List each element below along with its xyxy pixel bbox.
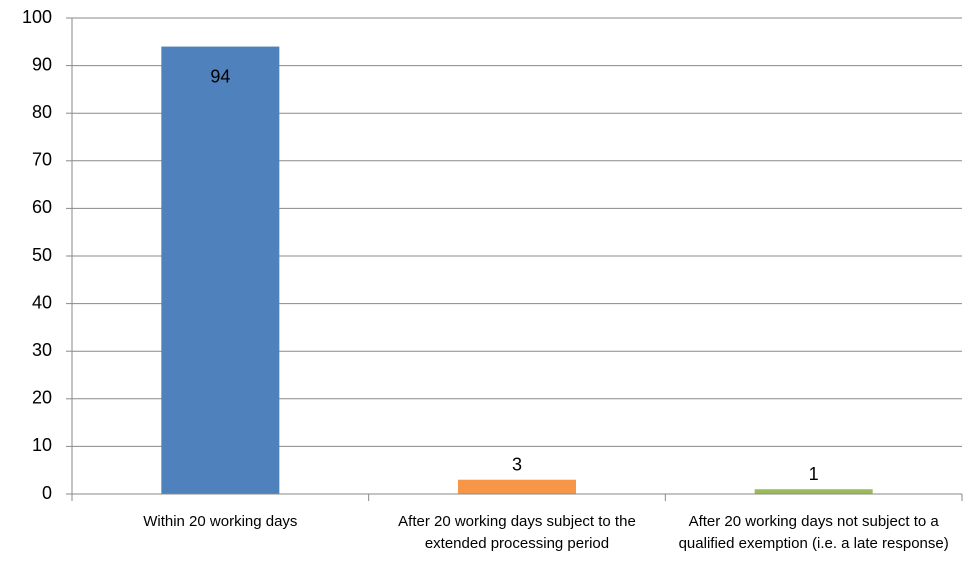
y-tick-label: 20 <box>32 388 52 408</box>
y-tick-label: 30 <box>32 340 52 360</box>
x-tick-label: After 20 working days subject to the ext… <box>398 513 636 552</box>
y-tick-label: 50 <box>32 245 52 265</box>
y-tick-label: 60 <box>32 197 52 217</box>
data-label: 94 <box>210 66 230 86</box>
y-tick-label: 40 <box>32 292 52 312</box>
data-label: 3 <box>512 454 522 474</box>
y-tick-label: 70 <box>32 150 52 170</box>
bar <box>754 489 873 494</box>
y-tick-label: 90 <box>32 54 52 74</box>
x-tick-label: After 20 working days not subject to a q… <box>678 513 949 552</box>
y-tick-label: 100 <box>22 7 52 27</box>
bar <box>458 479 576 494</box>
y-tick-label: 0 <box>42 483 52 503</box>
x-tick-label: Within 20 working days <box>143 513 298 530</box>
data-label: 1 <box>809 464 819 484</box>
y-tick-label: 80 <box>32 102 52 122</box>
bar <box>161 46 280 495</box>
y-tick-label: 10 <box>32 435 52 455</box>
